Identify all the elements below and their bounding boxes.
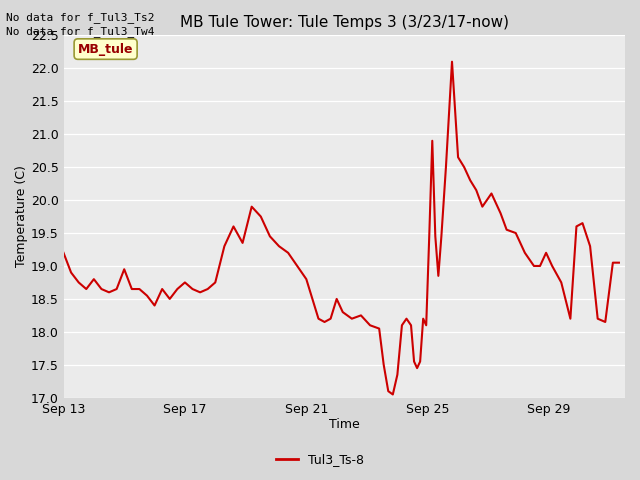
- Y-axis label: Temperature (C): Temperature (C): [15, 166, 28, 267]
- Text: No data for f_Tul3_Ts2: No data for f_Tul3_Ts2: [6, 12, 155, 23]
- Legend: Tul3_Ts-8: Tul3_Ts-8: [271, 448, 369, 471]
- Title: MB Tule Tower: Tule Temps 3 (3/23/17-now): MB Tule Tower: Tule Temps 3 (3/23/17-now…: [180, 15, 509, 30]
- Text: No data for f_Tul3_Tw4: No data for f_Tul3_Tw4: [6, 26, 155, 37]
- Text: MB_tule: MB_tule: [78, 43, 133, 56]
- X-axis label: Time: Time: [329, 419, 360, 432]
